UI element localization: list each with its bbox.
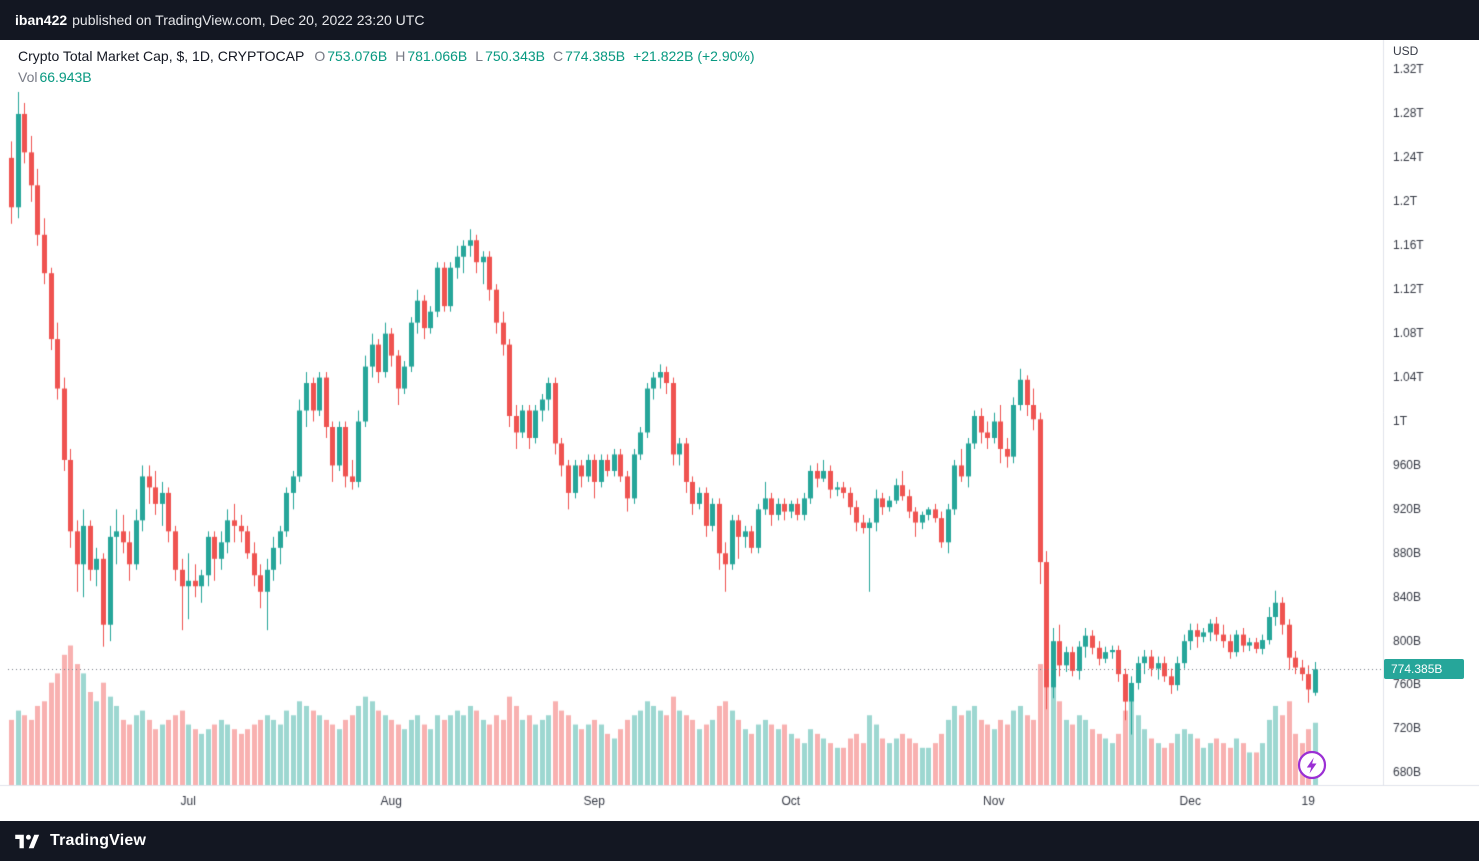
lightning-icon[interactable] [1296,749,1328,781]
footer-bar: TradingView [0,821,1479,861]
volume-value: 66.943B [39,68,92,85]
volume-label: Vol [18,68,38,85]
chart-area: Crypto Total Market Cap, $, 1D, CRYPTOCA… [0,40,1479,821]
axis-currency-label: USD [1393,44,1419,58]
close-label: C [553,47,564,64]
change-value: +21.822B (+2.90%) [633,47,755,64]
tradingview-logo-icon[interactable] [14,833,41,850]
chart-legend: Crypto Total Market Cap, $, 1D, CRYPTOCA… [18,45,755,87]
tradingview-brand[interactable]: TradingView [50,832,147,849]
low-label: L [475,47,484,64]
close-value: 774.385B [565,47,626,64]
publish-bar: iban422 published on TradingView.com, De… [0,0,1479,40]
symbol-title[interactable]: Crypto Total Market Cap, $, 1D, CRYPTOCA… [18,47,305,64]
candlestick-chart-canvas[interactable] [0,40,1479,821]
low-value: 750.343B [485,47,546,64]
publish-info: published on TradingView.com, Dec 20, 20… [72,12,425,28]
high-value: 781.066B [407,47,468,64]
high-label: H [395,47,406,64]
publisher-username: iban422 [15,12,68,28]
legend-row-volume: Vol 66.943B [18,66,755,87]
last-price-label: 774.385B [1384,659,1464,679]
legend-row-symbol: Crypto Total Market Cap, $, 1D, CRYPTOCA… [18,45,755,66]
open-value: 753.076B [327,47,388,64]
open-label: O [314,47,326,64]
